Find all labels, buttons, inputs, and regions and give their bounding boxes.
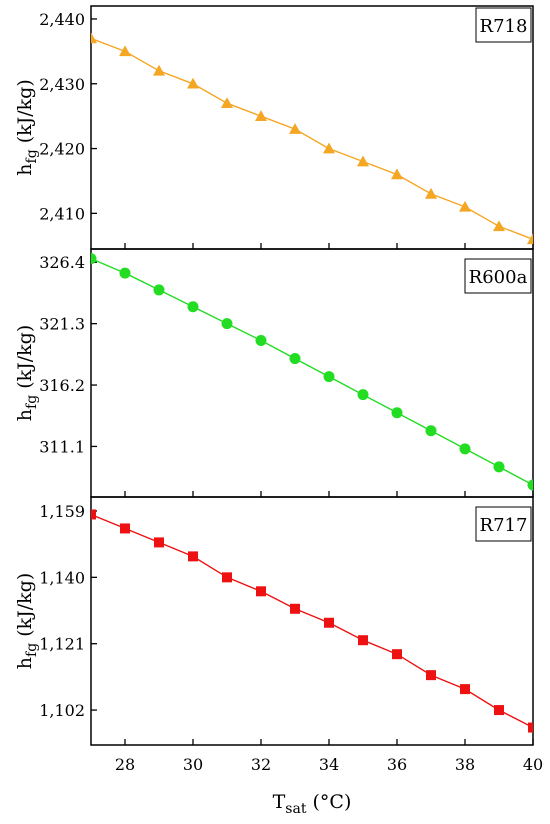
x-axis-label: Tsat (°C) xyxy=(273,791,352,817)
y-axis-label-unit: (kJ/kg) xyxy=(14,325,36,395)
x-tick-label: 36 xyxy=(387,755,407,774)
data-point xyxy=(494,705,504,716)
data-point xyxy=(460,684,470,695)
data-point xyxy=(255,334,267,346)
y-tick-label: 1,140 xyxy=(39,568,85,587)
data-point xyxy=(187,77,199,89)
data-point xyxy=(357,389,369,401)
data-point xyxy=(324,617,334,628)
plot-frame xyxy=(90,496,534,746)
x-tick-label: 38 xyxy=(455,755,475,774)
y-axis-label-main: h xyxy=(14,409,36,421)
data-point xyxy=(426,670,436,681)
y-axis-label-unit: (kJ/kg) xyxy=(14,79,36,149)
y-axis-label: hfg (kJ/kg) xyxy=(14,573,40,669)
data-point xyxy=(323,142,335,154)
x-tick-label: 34 xyxy=(319,755,339,774)
x-tick-label: 40 xyxy=(523,755,543,774)
y-axis-label: hfg (kJ/kg) xyxy=(14,325,40,421)
series-label-box xyxy=(475,506,532,542)
data-point xyxy=(493,220,505,232)
x-tick-label: 28 xyxy=(115,755,135,774)
y-tick-label: 1,159 xyxy=(39,502,85,521)
y-axis-label-sub: fg xyxy=(24,149,40,163)
y-axis-label-sub: fg xyxy=(24,395,40,409)
y-tick-label: 2,430 xyxy=(39,75,85,94)
y-tick-label: 321.3 xyxy=(39,315,85,334)
data-point xyxy=(91,32,97,44)
y-tick-label: 2,440 xyxy=(39,10,85,29)
plot-frame xyxy=(90,5,534,250)
data-point xyxy=(222,572,232,583)
x-axis: 28 30 32 34 36 38 40 Tsat (°C) xyxy=(115,755,543,817)
data-point xyxy=(527,233,533,245)
x-tick-label: 30 xyxy=(183,755,203,774)
panel-r600a: 311.1 316.2 321.3 326.4 R600a hfg (kJ/kg) xyxy=(14,248,534,498)
series-line xyxy=(91,513,533,729)
x-axis-label-main: T xyxy=(273,791,286,813)
data-point xyxy=(221,97,233,108)
series-group xyxy=(91,32,533,245)
y-tick-label: 326.4 xyxy=(39,253,85,272)
data-point xyxy=(391,168,403,180)
data-point xyxy=(154,537,164,548)
data-point xyxy=(392,649,402,660)
data-point xyxy=(153,284,165,296)
data-point xyxy=(256,586,266,597)
series-label: R718 xyxy=(480,16,528,37)
data-point xyxy=(119,267,131,279)
data-point xyxy=(289,353,301,365)
series-label-box xyxy=(464,258,532,294)
data-point xyxy=(119,45,131,57)
panel-r717: 1,102 1,121 1,140 1,159 R717 hfg (kJ/kg) xyxy=(14,496,534,746)
data-point xyxy=(289,123,301,134)
series-label: R717 xyxy=(480,515,528,536)
y-tick-label: 2,410 xyxy=(39,204,85,223)
panel-r718: 2,410 2,420 2,430 2,440 R718 hfg (kJ/kg) xyxy=(14,5,534,250)
x-tick-label: 32 xyxy=(251,755,271,774)
y-tick-label: 1,102 xyxy=(39,701,85,720)
data-point xyxy=(527,479,533,491)
data-point xyxy=(459,200,471,212)
y-tick-label: 311.1 xyxy=(39,437,85,456)
y-axis-label: hfg (kJ/kg) xyxy=(14,79,40,175)
y-tick-label: 316.2 xyxy=(39,376,85,395)
series-group xyxy=(91,509,533,733)
y-tick-label: 2,420 xyxy=(39,140,85,159)
series-label: R600a xyxy=(469,267,528,288)
y-axis-label-unit: (kJ/kg) xyxy=(14,573,36,643)
data-point xyxy=(391,407,403,419)
data-point xyxy=(188,551,198,562)
data-point xyxy=(425,425,437,437)
data-point xyxy=(323,371,335,383)
data-point xyxy=(358,635,368,646)
data-point xyxy=(91,509,96,520)
x-axis-label-unit: (°C) xyxy=(306,791,351,813)
data-point xyxy=(187,301,199,313)
y-axis-label-main: h xyxy=(14,657,36,669)
data-point xyxy=(493,461,505,473)
data-point xyxy=(255,110,267,121)
data-point xyxy=(459,443,471,455)
y-axis-label-sub: fg xyxy=(24,643,40,657)
y-axis-label-main: h xyxy=(14,163,36,175)
data-point xyxy=(221,318,233,330)
x-axis-label-sub: sat xyxy=(285,801,307,817)
data-point xyxy=(357,155,369,167)
series-line xyxy=(91,37,533,240)
data-point xyxy=(425,187,437,199)
data-point xyxy=(290,603,300,614)
y-tick-label: 1,121 xyxy=(39,635,85,654)
data-point xyxy=(153,64,165,76)
data-point xyxy=(528,722,533,733)
series-label-box xyxy=(475,7,532,43)
data-point xyxy=(120,523,130,534)
series-line xyxy=(91,257,533,486)
series-group xyxy=(91,253,533,491)
data-point xyxy=(91,253,97,265)
